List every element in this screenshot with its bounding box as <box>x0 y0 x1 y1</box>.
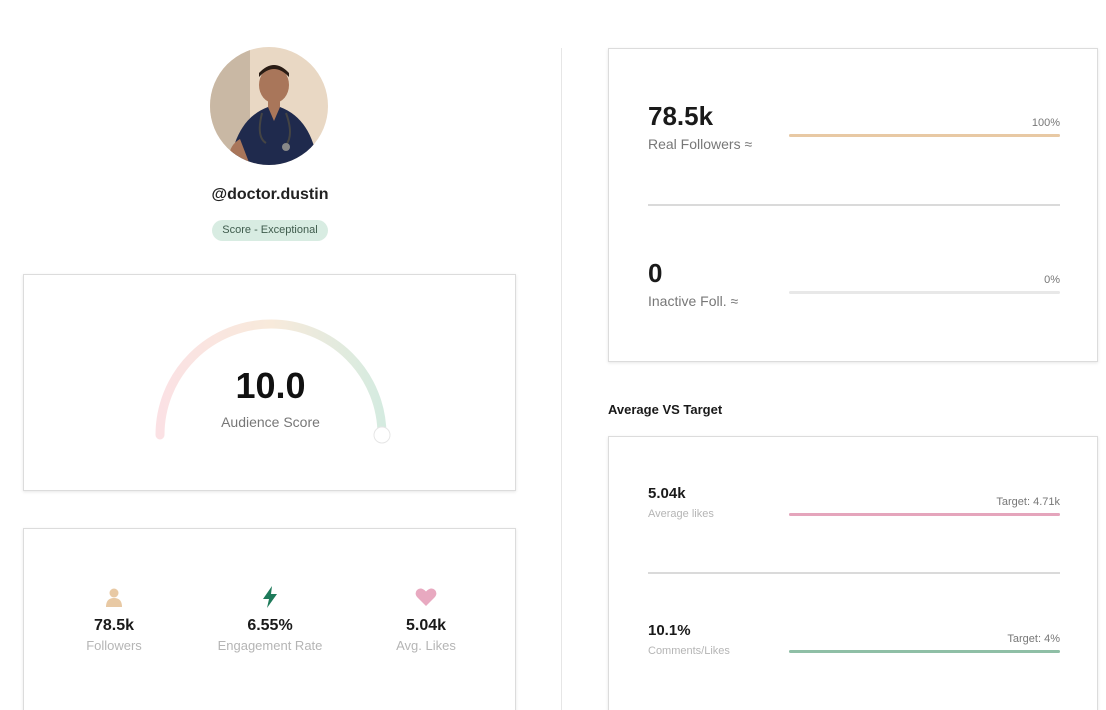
comments-likes-label: Comments/Likes <box>648 645 730 657</box>
average-likes-value: 5.04k <box>648 485 686 502</box>
real-followers-value: 78.5k <box>648 101 714 131</box>
stat-engagement: 6.55% Engagement Rate <box>190 585 350 653</box>
person-icon <box>34 585 194 609</box>
lightning-icon <box>190 585 350 609</box>
average-likes-bar: Target: 4.71k <box>789 496 1060 516</box>
comments-likes-metric: 10.1% Comments/Likes Target: 4% <box>648 622 1060 657</box>
inactive-followers-label: Inactive Foll. ≈ <box>648 293 739 309</box>
audience-score-card: 10.0 Audience Score <box>23 274 516 491</box>
stat-followers-label: Followers <box>86 638 142 653</box>
comments-likes-bar-fill <box>789 650 1060 653</box>
stat-followers-value: 78.5k <box>93 617 135 634</box>
heart-icon <box>346 585 506 609</box>
stat-likes-label: Avg. Likes <box>396 638 456 653</box>
stat-likes: 5.04k Avg. Likes <box>346 585 506 653</box>
comments-likes-value: 10.1% <box>648 622 691 639</box>
score-badge: Score - Exceptional <box>212 220 328 241</box>
inactive-followers-value: 0 <box>648 258 663 288</box>
real-followers-percent: 100% <box>1031 117 1060 129</box>
comments-likes-bar: Target: 4% <box>789 633 1060 653</box>
inactive-followers-metric: 0 Inactive Foll. ≈ 0% <box>648 258 1060 309</box>
gauge-knob <box>373 426 391 444</box>
real-followers-metric: 78.5k Real Followers ≈ 100% <box>648 101 1060 152</box>
comments-likes-target: Target: 4% <box>1007 633 1060 645</box>
stat-engagement-label: Engagement Rate <box>217 638 323 653</box>
average-vs-target-title: Average VS Target <box>608 402 723 417</box>
stats-card: 78.5k Followers 6.55% Engagement Rate 5.… <box>23 528 516 710</box>
inactive-followers-percent: 0% <box>1044 274 1060 286</box>
average-likes-bar-fill <box>789 513 1060 516</box>
avatar <box>210 47 328 165</box>
real-followers-label: Real Followers ≈ <box>648 136 753 152</box>
column-divider <box>561 48 562 710</box>
average-likes-target: Target: 4.71k <box>996 496 1060 508</box>
divider <box>648 204 1060 206</box>
stat-engagement-value: 6.55% <box>247 617 293 634</box>
followers-card: 78.5k Real Followers ≈ 100% 0 Inactive F… <box>608 48 1098 362</box>
real-followers-bar-fill <box>789 134 1060 137</box>
stat-followers: 78.5k Followers <box>34 585 194 653</box>
average-likes-label: Average likes <box>648 508 714 520</box>
real-followers-bar: 100% <box>789 117 1060 137</box>
audience-score-gauge <box>155 319 391 444</box>
audience-score-label: Audience Score <box>221 414 320 430</box>
stat-likes-value: 5.04k <box>405 617 447 634</box>
divider <box>648 572 1060 574</box>
audience-score-value: 10.0 <box>235 365 306 406</box>
profile-handle: @doctor.dustin <box>211 186 329 203</box>
inactive-followers-bar: 0% <box>789 274 1060 294</box>
average-vs-target-card: 5.04k Average likes Target: 4.71k 10.1% … <box>608 436 1098 710</box>
average-likes-metric: 5.04k Average likes Target: 4.71k <box>648 485 1060 520</box>
